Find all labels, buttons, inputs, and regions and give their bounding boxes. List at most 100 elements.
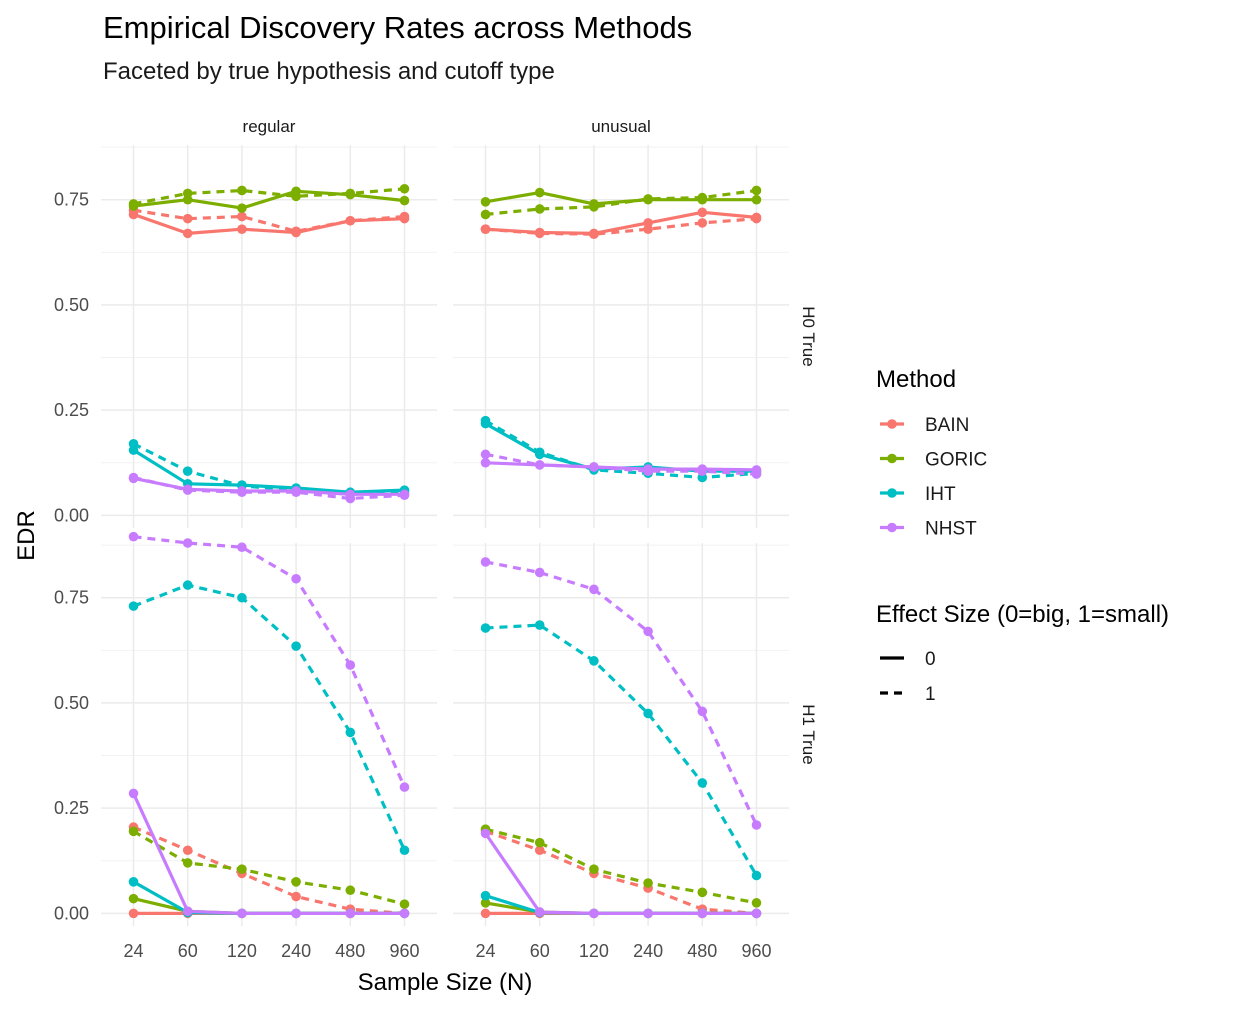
y-tick-label: 0.75 (54, 190, 89, 210)
data-point-goric-effect-1-960 (399, 899, 410, 909)
data-point-iht-effect-1-24 (128, 601, 139, 611)
series-line-nhst-effect-1 (133, 475, 405, 501)
y-tick-label: 0.00 (54, 505, 89, 525)
legend-item-effect-0: 0 (880, 649, 936, 670)
data-point-nhst-effect-0-24 (128, 788, 139, 799)
column-strip-regular: regular (243, 117, 296, 136)
x-tick-label: 240 (633, 941, 663, 961)
data-point-goric-effect-1-60 (182, 858, 193, 868)
data-point-nhst-effect-0-240 (643, 908, 653, 919)
data-point-nhst-effect-0-960 (751, 908, 762, 919)
data-point-bain-effect-1-240 (643, 224, 653, 234)
data-point-goric-effect-1-24 (128, 826, 139, 837)
data-point-nhst-effect-1-120 (237, 487, 247, 498)
data-point-nhst-effect-0-480 (697, 908, 708, 919)
data-point-nhst-effect-1-24 (480, 449, 491, 460)
data-point-bain-effect-1-60 (182, 845, 193, 856)
data-point-nhst-effect-0-480 (345, 908, 356, 919)
x-tick-label: 240 (281, 941, 311, 961)
series-line-iht-effect-1 (484, 419, 757, 480)
data-point-iht-effect-1-24 (480, 415, 491, 426)
data-point-nhst-effect-0-120 (237, 908, 247, 919)
data-point-goric-effect-1-120 (589, 864, 599, 874)
data-point-nhst-effect-1-60 (534, 567, 545, 578)
legend-method-title: Method (876, 366, 956, 393)
legend-label-effect-1: 1 (925, 684, 936, 705)
data-point-bain-effect-1-60 (534, 845, 545, 856)
series-line-nhst-effect-0 (485, 461, 757, 472)
panel-unusual-h0-true (480, 185, 762, 483)
series-line-bain-effect-0 (132, 212, 405, 235)
x-tick-label: 60 (178, 941, 198, 961)
data-point-goric-effect-0-24 (128, 893, 139, 904)
data-point-bain-effect-1-240 (291, 891, 301, 902)
x-axis-title: Sample Size (N) (358, 969, 533, 996)
data-point-bain-effect-1-240 (291, 226, 301, 237)
data-point-goric-effect-1-480 (345, 188, 356, 199)
data-point-nhst-effect-1-60 (182, 485, 193, 495)
y-tick-label: 0.50 (54, 693, 89, 713)
data-point-iht-effect-0-24 (480, 890, 491, 901)
data-point-goric-effect-0-24 (480, 197, 491, 207)
data-point-goric-effect-1-120 (589, 202, 599, 212)
data-point-iht-effect-1-960 (751, 870, 762, 881)
data-point-nhst-effect-1-480 (697, 466, 708, 476)
series-line-goric-effect-1 (485, 827, 757, 905)
y-axis-title: EDR (13, 510, 40, 561)
data-point-iht-effect-0-24 (128, 877, 139, 887)
data-point-nhst-effect-1-240 (643, 626, 653, 637)
series-line-nhst-effect-0 (132, 792, 405, 916)
series-line-iht-effect-1 (485, 623, 758, 877)
chart-subtitle: Faceted by true hypothesis and cutoff ty… (103, 58, 555, 85)
data-point-bain-effect-0-480 (697, 207, 708, 218)
series-line-nhst-effect-1 (485, 560, 758, 826)
column-strip-unusual: unusual (591, 117, 651, 136)
row-strip-h1-true: H1 True (799, 704, 818, 764)
series-line-nhst-effect-0 (484, 832, 757, 916)
data-point-nhst-effect-0-240 (291, 908, 301, 919)
legend-item-iht: IHT (880, 484, 956, 505)
legend-item-effect-1: 1 (880, 684, 936, 705)
data-point-goric-effect-1-60 (534, 204, 545, 214)
data-point-nhst-effect-0-960 (399, 908, 410, 919)
data-point-nhst-effect-1-960 (399, 490, 410, 500)
series-line-bain-effect-1 (485, 217, 757, 236)
data-point-goric-effect-1-240 (643, 194, 653, 204)
series-line-goric-effect-0 (485, 191, 757, 206)
series-line-bain-effect-1 (132, 825, 405, 915)
data-point-nhst-effect-1-480 (697, 706, 708, 717)
data-point-goric-effect-1-960 (399, 183, 410, 194)
data-point-goric-effect-1-60 (534, 837, 545, 848)
legend-effect-title: Effect Size (0=big, 1=small) (876, 601, 1169, 628)
data-point-iht-effect-1-24 (128, 439, 139, 449)
data-point-goric-effect-1-120 (237, 864, 247, 874)
data-point-goric-effect-0-960 (399, 195, 410, 206)
data-point-nhst-effect-1-24 (128, 472, 139, 483)
panel-regular-h0-true (128, 183, 410, 504)
data-point-nhst-effect-1-960 (399, 782, 410, 792)
data-point-nhst-effect-1-240 (291, 487, 301, 498)
series-line-nhst-effect-1 (133, 535, 406, 788)
data-point-goric-effect-1-480 (697, 887, 708, 898)
legend-label-effect-0: 0 (925, 649, 936, 670)
data-point-nhst-effect-0-24 (480, 828, 491, 839)
data-point-bain-effect-0-24 (128, 908, 139, 919)
data-point-nhst-effect-1-240 (643, 466, 653, 476)
x-tick-label: 960 (389, 941, 419, 961)
data-point-iht-effect-1-480 (345, 727, 356, 738)
series-line-goric-effect-1 (132, 829, 405, 906)
panel-regular-h1-true (128, 531, 410, 919)
data-point-nhst-effect-1-960 (751, 820, 762, 830)
data-point-goric-effect-1-240 (643, 878, 653, 888)
data-point-iht-effect-1-60 (534, 620, 545, 630)
series-line-iht-effect-1 (132, 583, 406, 851)
data-point-iht-effect-1-120 (589, 656, 599, 666)
data-point-bain-effect-1-120 (237, 211, 247, 222)
chart-title: Empirical Discovery Rates across Methods (103, 10, 693, 45)
data-point-goric-effect-1-240 (291, 877, 301, 887)
data-point-nhst-effect-0-24 (480, 457, 491, 468)
data-point-bain-effect-1-24 (480, 224, 491, 234)
data-point-bain-effect-1-120 (589, 229, 599, 240)
series-line-goric-effect-1 (133, 187, 405, 206)
